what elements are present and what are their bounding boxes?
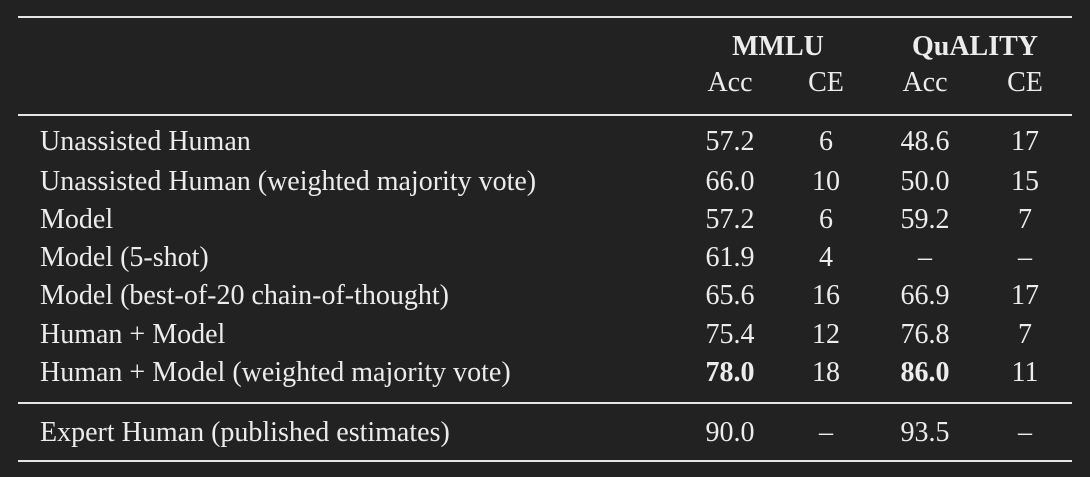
table-cell: 17 <box>1011 280 1039 311</box>
row-label: Model (best-of-20 chain-of-thought) <box>40 280 449 311</box>
bottom-rule <box>18 460 1072 462</box>
table-cell: 50.0 <box>900 166 950 197</box>
table-cell: 7 <box>1018 204 1032 235</box>
table-cell: 17 <box>1011 126 1039 157</box>
table-cell: 75.4 <box>705 319 755 350</box>
table-cell: 18 <box>812 357 840 388</box>
table-cell: 7 <box>1018 319 1032 350</box>
column-header: Acc <box>902 67 948 98</box>
table-cell: – <box>1018 417 1032 448</box>
row-label: Human + Model (weighted majority vote) <box>40 357 511 388</box>
table-cell: 86.0 <box>900 357 950 388</box>
table-cell: 66.0 <box>705 166 755 197</box>
table-cell: 57.2 <box>705 126 755 157</box>
table-cell: 78.0 <box>705 357 755 388</box>
table-cell: 11 <box>1011 357 1039 388</box>
table-cell: 16 <box>812 280 840 311</box>
table-cell: – <box>819 417 833 448</box>
group-header: MMLU <box>732 31 824 62</box>
table-cell: – <box>918 242 932 273</box>
table-cell: 76.8 <box>900 319 950 350</box>
table-cell: 59.2 <box>900 204 950 235</box>
table-cell: 57.2 <box>705 204 755 235</box>
row-label: Human + Model <box>40 319 226 350</box>
row-label: Expert Human (published estimates) <box>40 417 450 448</box>
row-label: Unassisted Human (weighted majority vote… <box>40 166 537 197</box>
table-cell: 93.5 <box>900 417 950 448</box>
top-rule <box>18 16 1072 18</box>
group-header: QuALITY <box>911 31 1039 62</box>
table-cell: 4 <box>819 242 833 273</box>
row-label: Model (5-shot) <box>40 242 209 273</box>
row-label: Model <box>40 204 114 235</box>
table-cell: 6 <box>819 126 833 157</box>
footer-rule <box>18 402 1072 404</box>
table-cell: 90.0 <box>705 417 755 448</box>
table-cell: – <box>1018 242 1032 273</box>
table-cell: 48.6 <box>900 126 950 157</box>
column-header: Acc <box>707 67 753 98</box>
column-header: CE <box>1007 67 1043 98</box>
table-cell: 61.9 <box>705 242 755 273</box>
table-cell: 65.6 <box>705 280 755 311</box>
table-cell: 15 <box>1011 166 1039 197</box>
column-header: CE <box>808 67 844 98</box>
header-rule <box>18 114 1072 116</box>
table-cell: 66.9 <box>900 280 950 311</box>
table-cell: 12 <box>812 319 840 350</box>
table-cell: 6 <box>819 204 833 235</box>
row-label: Unassisted Human <box>40 126 251 157</box>
table-cell: 10 <box>812 166 840 197</box>
